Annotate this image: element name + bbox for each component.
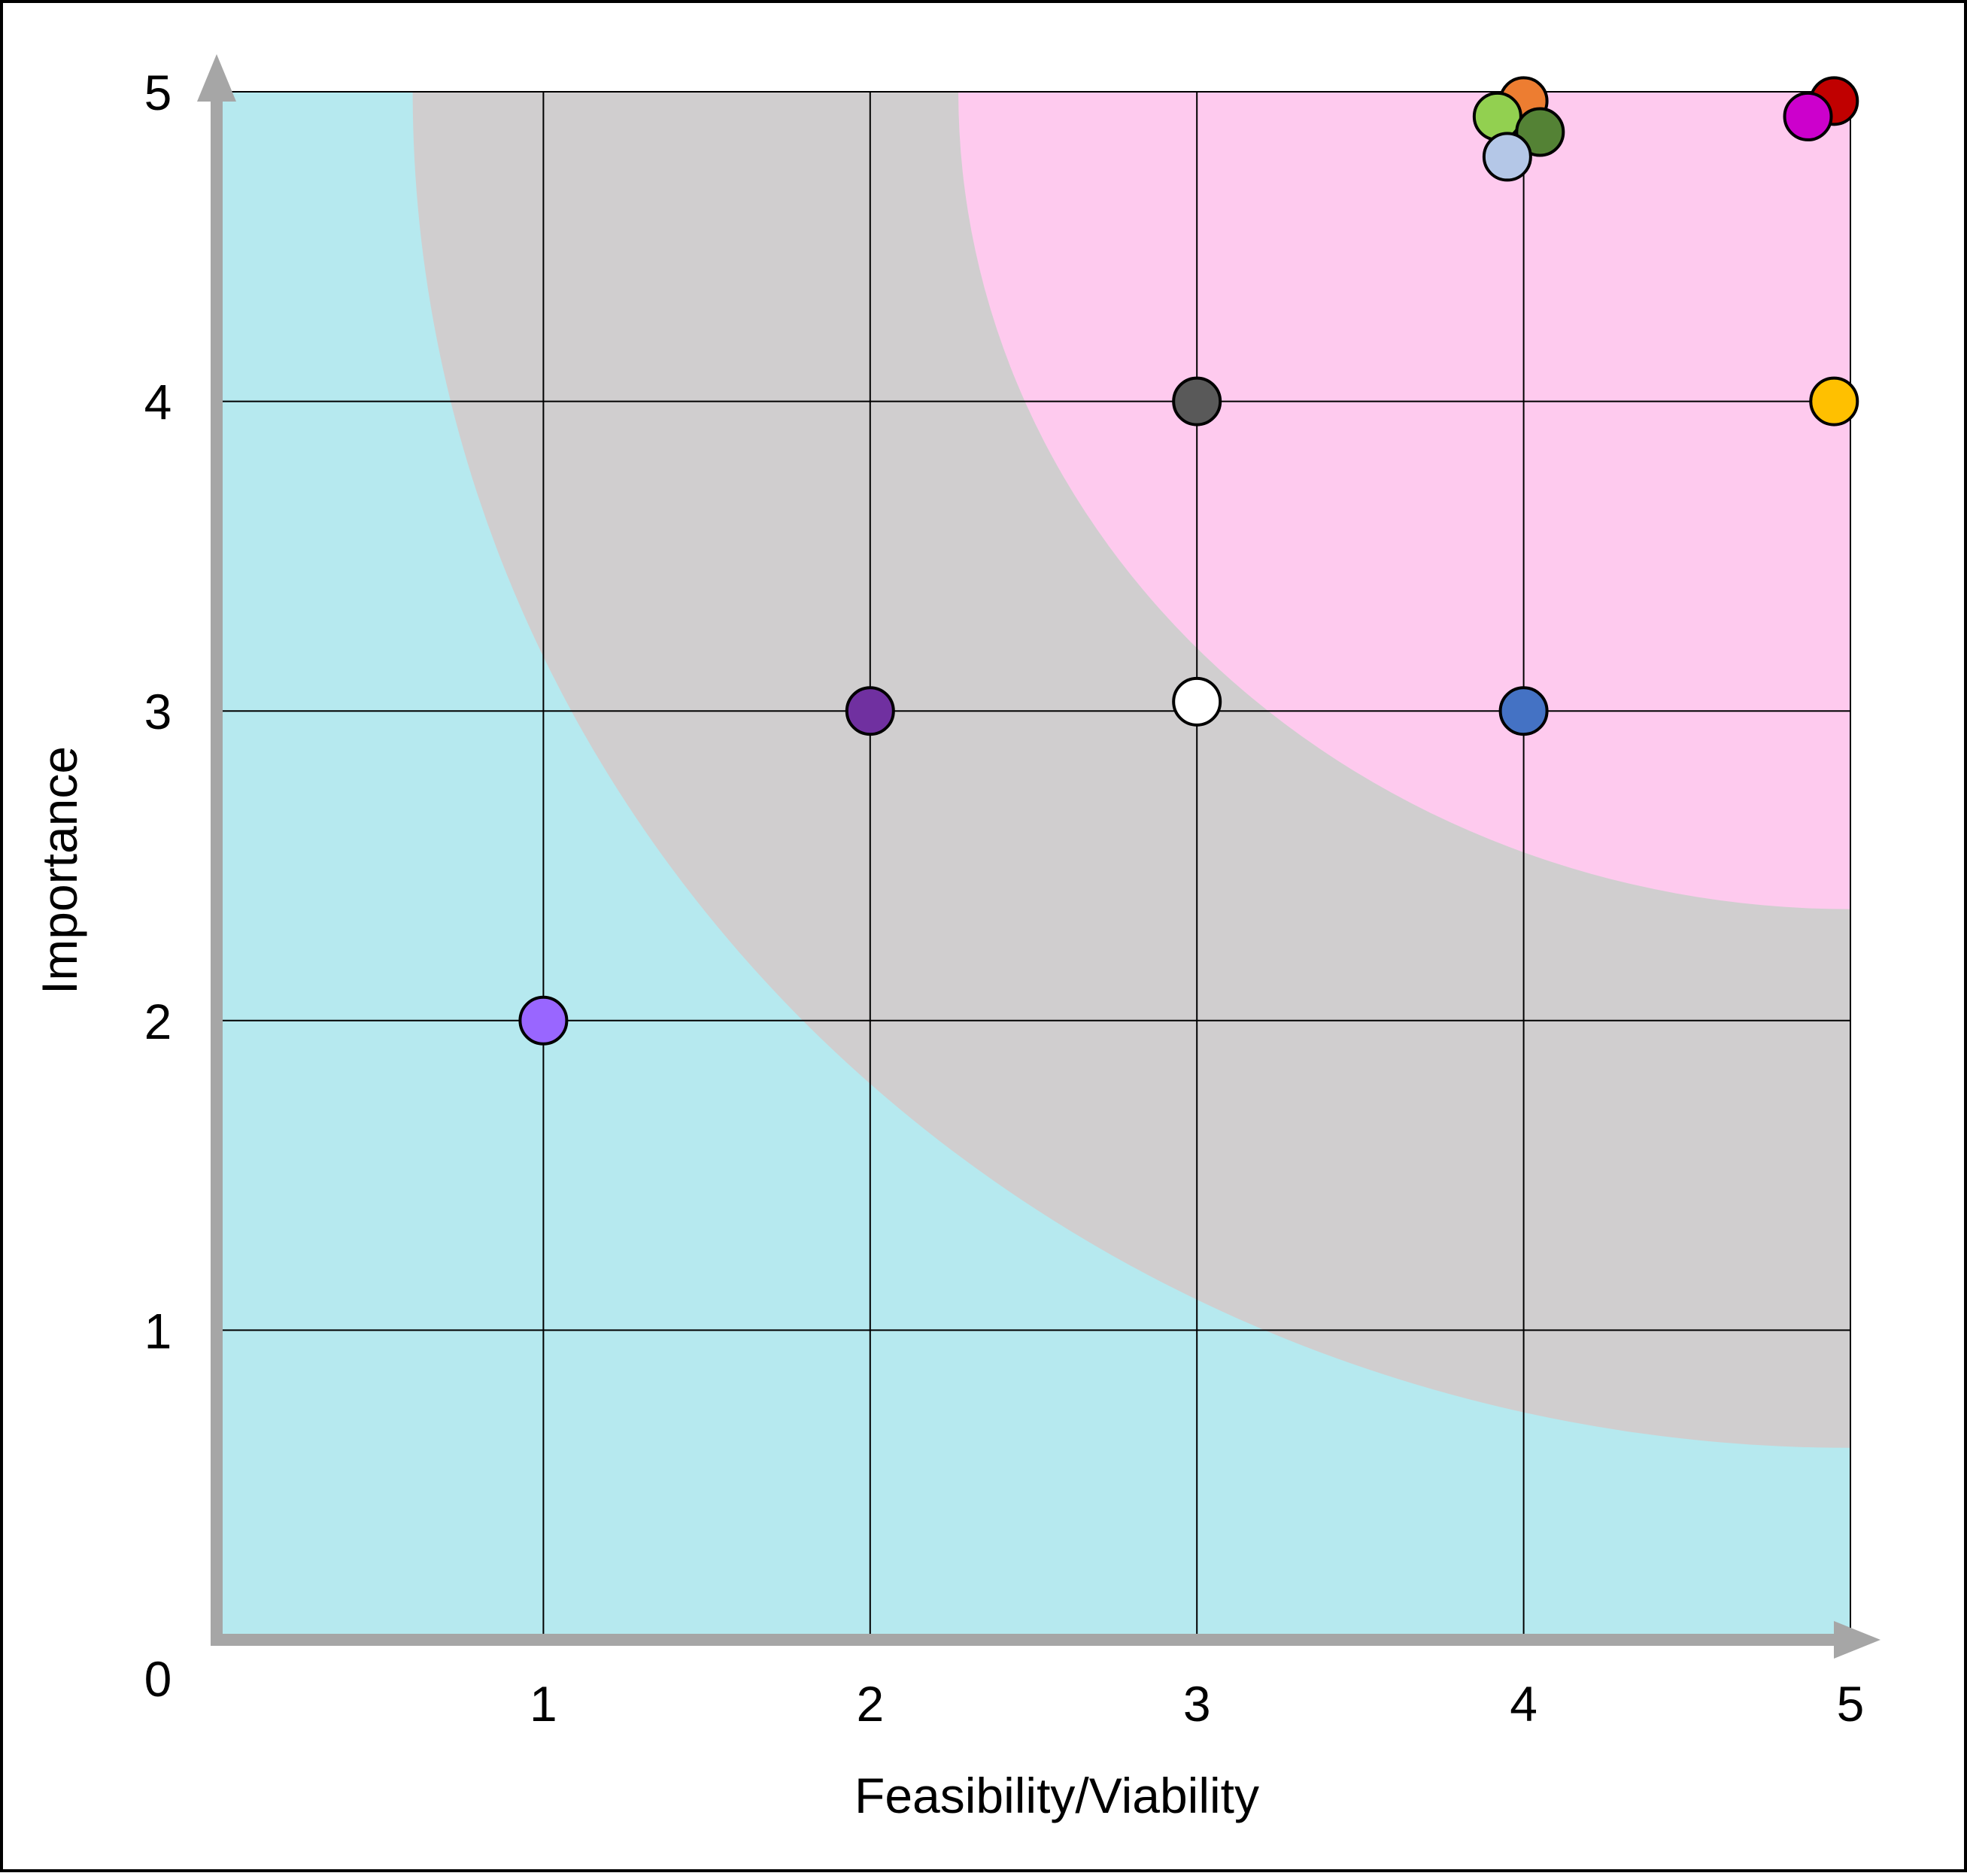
axis-layer [197, 54, 1880, 1659]
data-point [1172, 376, 1222, 427]
data-point [1172, 676, 1222, 727]
y-tick-label: 5 [144, 65, 172, 120]
data-point [518, 995, 569, 1046]
points-layer [518, 76, 1859, 1046]
data-point [1498, 686, 1549, 736]
data-point [1809, 376, 1859, 427]
data-point [1783, 91, 1833, 141]
y-tick-label: 4 [144, 375, 172, 430]
y-axis-label: Importance [32, 746, 87, 994]
x-tick-label: 4 [1510, 1676, 1537, 1732]
x-tick-label: 5 [1837, 1676, 1865, 1732]
x-tick-label: 3 [1183, 1676, 1211, 1732]
y-tick-label: 2 [144, 994, 172, 1049]
zones-layer [217, 92, 1850, 1640]
data-point [1482, 132, 1532, 182]
zone-3 [958, 92, 1850, 909]
origin-label: 0 [144, 1651, 172, 1707]
grid-layer [217, 91, 1851, 1640]
x-tick-label: 1 [530, 1676, 557, 1732]
x-axis-arrow [1834, 1621, 1880, 1659]
x-axis-label: Feasibility/Viability [854, 1768, 1259, 1823]
tick-labels: 1 2 3 4 5 1 2 3 4 5 [144, 65, 1865, 1732]
x-tick-label: 2 [856, 1676, 884, 1732]
y-axis-arrow [197, 54, 236, 102]
data-point [845, 686, 895, 736]
y-tick-label: 1 [144, 1303, 172, 1358]
y-tick-label: 3 [144, 684, 172, 739]
